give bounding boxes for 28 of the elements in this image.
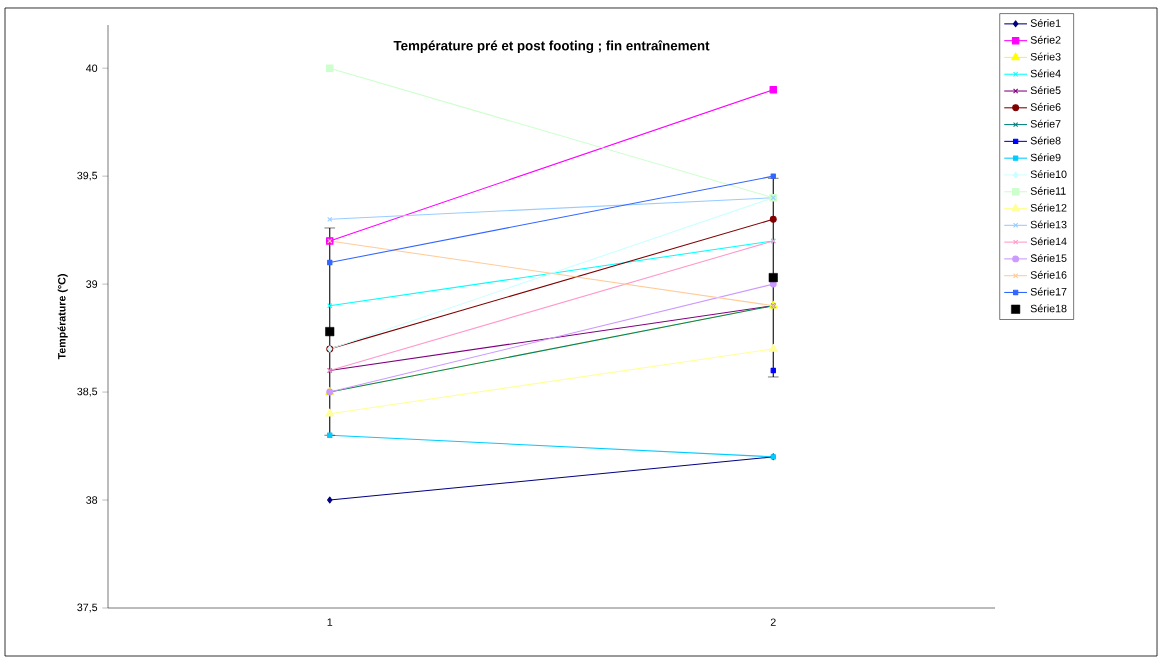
- legend-label: Série2: [1030, 35, 1061, 44]
- legend-label: Série14: [1030, 237, 1067, 246]
- y-tick-label: 38,5: [77, 387, 98, 397]
- legend-label: Série7: [1030, 119, 1061, 128]
- legend-label: Série6: [1030, 102, 1061, 111]
- x-tick-label: 1: [327, 618, 333, 626]
- legend-label: Série9: [1030, 153, 1061, 162]
- legend-label: Série18: [1030, 304, 1067, 313]
- legend-label: Série8: [1030, 136, 1061, 145]
- legend-label: Série3: [1030, 52, 1061, 61]
- y-tick-label: 40: [85, 64, 98, 72]
- legend-label: Série12: [1030, 203, 1067, 212]
- y-axis-title: Température (°C): [57, 274, 68, 360]
- legend-label: Série4: [1030, 69, 1061, 78]
- text: Température pré et post footing ; fin entraînement: [393, 40, 710, 54]
- legend-label: Série1: [1030, 18, 1061, 27]
- legend-label: Série5: [1030, 86, 1061, 95]
- legend-label: Série16: [1030, 270, 1067, 279]
- y-tick-label: 38: [86, 496, 98, 504]
- legend-label: Série10: [1030, 170, 1067, 178]
- x-tick-label: 2: [770, 618, 776, 626]
- legend-label: Série17: [1030, 287, 1067, 296]
- legend-label: Série13: [1030, 220, 1067, 229]
- y-tick-label: 37,5: [77, 603, 98, 613]
- legend-label: Série11: [1030, 186, 1066, 195]
- y-tick-label: 39,5: [77, 171, 98, 181]
- legend-label: Série15: [1030, 253, 1067, 262]
- y-tick-label: 39: [86, 280, 98, 288]
